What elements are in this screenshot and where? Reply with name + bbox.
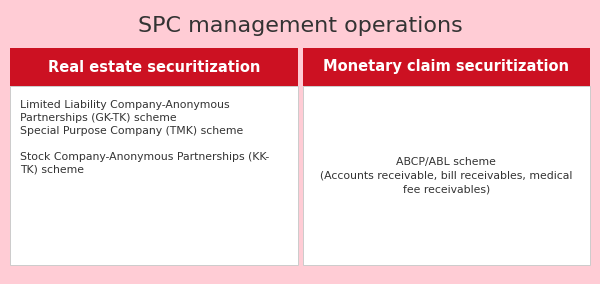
- Bar: [10, 48, 298, 86]
- Text: SPC management operations: SPC management operations: [137, 16, 463, 36]
- Text: ABCP/ABL scheme
(Accounts receivable, bill receivables, medical
fee receivables): ABCP/ABL scheme (Accounts receivable, bi…: [320, 156, 572, 195]
- Bar: [302, 86, 590, 265]
- Bar: [302, 48, 590, 86]
- Text: Special Purpose Company (TMK) scheme: Special Purpose Company (TMK) scheme: [20, 126, 243, 136]
- Bar: [10, 86, 298, 265]
- Text: Limited Liability Company-Anonymous
Partnerships (GK-TK) scheme: Limited Liability Company-Anonymous Part…: [20, 100, 230, 123]
- Text: Monetary claim securitization: Monetary claim securitization: [323, 60, 569, 74]
- Text: Real estate securitization: Real estate securitization: [47, 60, 260, 74]
- Text: Stock Company-Anonymous Partnerships (KK-
TK) scheme: Stock Company-Anonymous Partnerships (KK…: [20, 152, 269, 175]
